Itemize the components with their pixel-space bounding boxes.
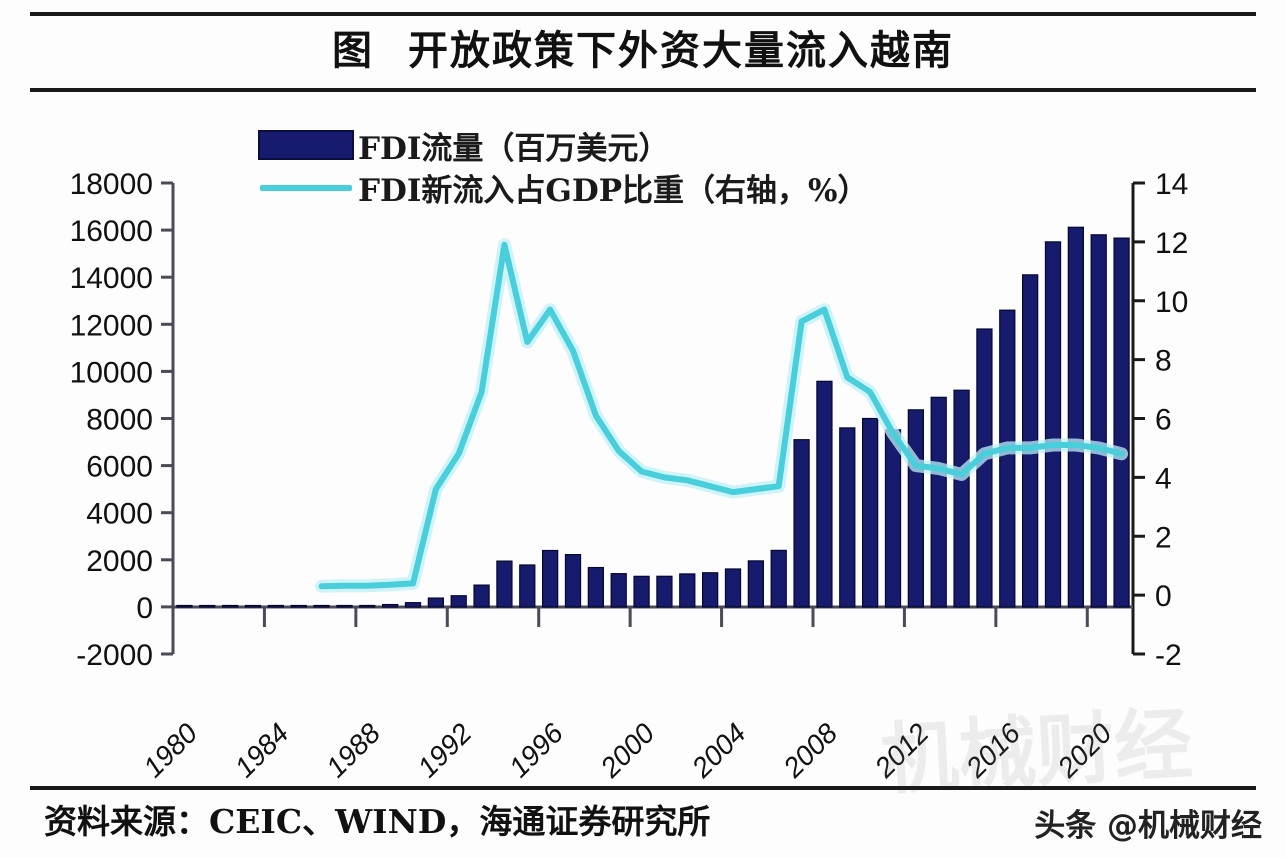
bar (679, 573, 696, 608)
legend-item-line: FDI新流入占GDP比重（右轴，%） (258, 166, 1018, 209)
left-axis-label: 12000 (70, 309, 153, 342)
left-axis-label: 8000 (86, 404, 153, 437)
x-axis-label: 1996 (503, 717, 569, 783)
line-series (318, 241, 1125, 590)
title-rule-top (30, 12, 1256, 16)
bar (793, 439, 810, 608)
bar (359, 604, 376, 608)
right-axis-label: 12 (1155, 227, 1188, 260)
bar (1067, 226, 1085, 608)
bar (976, 328, 993, 608)
bar (290, 604, 307, 608)
left-axis-label: 2000 (86, 545, 153, 578)
bar (450, 595, 467, 608)
bar (701, 572, 719, 608)
x-axis-group: 1980 1984 1988 1992 1996 2000 2004 2008 2012 2016… (137, 607, 1118, 784)
bar (610, 573, 627, 608)
right-axis-label: 6 (1155, 404, 1172, 437)
title-prefix: 图 (332, 27, 374, 74)
bar (656, 575, 673, 608)
legend-item-bar: FDI流量（百万美元） (258, 124, 1018, 167)
legend-label-line: FDI新流入占GDP比重（右轴，%） (358, 172, 869, 209)
bar (724, 568, 742, 608)
bar (587, 566, 604, 608)
left-axis-label: 10000 (70, 356, 153, 389)
right-axis-label: 0 (1155, 580, 1172, 613)
page-title: 图开放政策下外资大量流入越南 (0, 18, 1286, 76)
chart-legend: FDI流量（百万美元） FDI新流入占GDP比重（右轴，%） (258, 124, 1018, 209)
right-axis-label: -2 (1155, 639, 1182, 672)
bar (839, 427, 856, 608)
bar (496, 560, 513, 608)
legend-swatch-bar-icon (258, 130, 354, 160)
bar (176, 604, 193, 608)
left-axis-label: 0 (136, 592, 153, 625)
source-text: 资料来源：CEIC、WIND，海通证券研究所 (44, 802, 711, 841)
bar (473, 584, 490, 608)
x-axis-label: 2020 (1051, 717, 1118, 784)
bar (861, 417, 879, 608)
bar (267, 604, 285, 608)
bar (816, 380, 833, 608)
left-axis-label: 6000 (86, 451, 153, 484)
footer-rule (30, 786, 1256, 790)
x-axis-label: 2000 (594, 717, 661, 784)
bar (1113, 237, 1130, 608)
bar (999, 309, 1016, 608)
watermark-bottom: 头条 @机械财经 (1034, 808, 1262, 844)
right-axis-label: 4 (1155, 462, 1172, 495)
bar (770, 549, 787, 608)
bar (404, 602, 422, 608)
bar (336, 604, 353, 608)
bar (382, 603, 399, 608)
x-axis-label: 2016 (959, 717, 1026, 784)
legend-swatch-line-icon (258, 172, 354, 202)
bar (199, 604, 216, 608)
bar (633, 575, 650, 608)
bar (907, 409, 924, 608)
x-axis-label: 1980 (137, 717, 203, 783)
bar (541, 549, 559, 608)
x-axis-label: 2004 (685, 717, 752, 784)
left-axis-label: 18000 (70, 168, 153, 201)
right-axis-label: 10 (1155, 286, 1188, 319)
bar (519, 564, 536, 608)
bar (884, 429, 902, 608)
title-text: 开放政策下外资大量流入越南 (408, 27, 954, 74)
bar (244, 604, 262, 608)
x-axis-label: 1992 (412, 717, 478, 783)
bar-series (176, 226, 1130, 608)
right-axis-label: 14 (1155, 168, 1188, 201)
axis-group: -2000 0 2000 4000 6000 8000 10000 12000 14000 160… (70, 168, 1189, 672)
x-axis-label: 2012 (868, 717, 935, 784)
x-axis-label: 2008 (777, 717, 844, 784)
left-axis-label: 16000 (70, 215, 153, 248)
bar (222, 604, 239, 608)
bar (564, 554, 582, 608)
left-axis-label: -2000 (76, 639, 153, 672)
bar (930, 396, 947, 608)
bar (313, 604, 330, 608)
right-axis-label: 2 (1155, 521, 1172, 554)
right-axis-label: 8 (1155, 345, 1172, 378)
bar (953, 389, 970, 608)
title-rule-bottom (30, 88, 1256, 92)
bar (1090, 234, 1107, 608)
x-axis-label: 1984 (229, 717, 295, 783)
bar (427, 597, 445, 608)
bar (747, 560, 764, 608)
legend-label-bar: FDI流量（百万美元） (358, 130, 670, 167)
bar (1044, 241, 1062, 608)
left-axis-label: 4000 (86, 498, 153, 531)
left-axis-label: 14000 (70, 262, 153, 295)
x-axis-label: 1988 (320, 717, 386, 783)
